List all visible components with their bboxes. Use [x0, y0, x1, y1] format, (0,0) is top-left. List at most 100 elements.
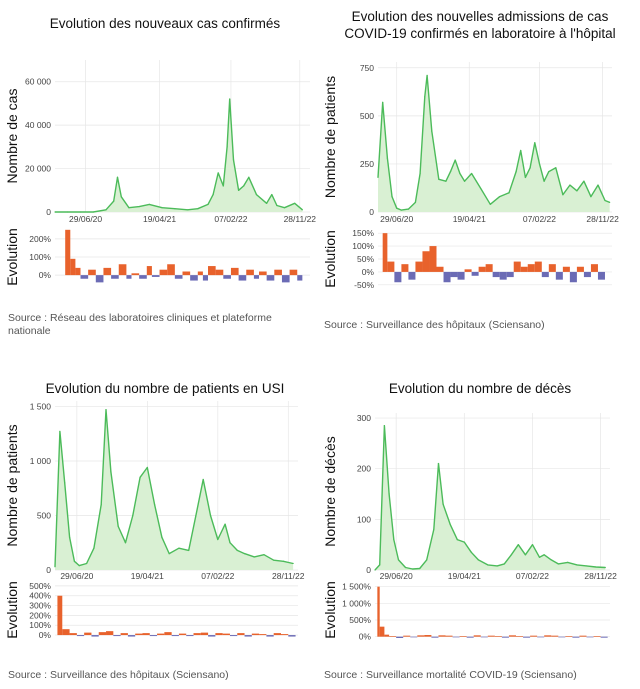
data-point	[477, 559, 479, 561]
evolution-bar	[223, 275, 231, 279]
evolution-bar	[457, 271, 465, 280]
data-point	[445, 180, 447, 182]
data-point	[391, 196, 393, 198]
y-tick-label: 0	[366, 565, 371, 575]
evolution-bar	[289, 269, 298, 276]
data-point	[419, 567, 421, 570]
evolution-bar	[384, 634, 390, 637]
data-point	[283, 207, 286, 209]
data-point	[224, 523, 226, 525]
evolution-bar	[127, 635, 136, 637]
data-point	[393, 539, 395, 541]
chart-title-icu: Evolution du nombre de patients en USI	[45, 381, 285, 396]
evolution-bar	[266, 635, 274, 637]
evolution-bar	[139, 275, 147, 279]
evolution-bar	[80, 275, 89, 279]
evolution-bar	[579, 635, 587, 637]
x-tick-label: 19/04/21	[453, 214, 486, 224]
data-point	[449, 523, 451, 526]
data-point	[263, 554, 265, 556]
evolution-bar	[84, 632, 92, 636]
data-point	[85, 562, 88, 565]
data-point	[567, 561, 569, 564]
evolution-bar	[98, 632, 107, 636]
series-area	[378, 75, 610, 212]
y-tick-label: 500	[37, 510, 51, 520]
data-point	[209, 514, 212, 517]
evolution-bar	[251, 633, 260, 636]
data-point	[433, 528, 435, 531]
evolution-bar	[202, 275, 208, 281]
data-point	[397, 559, 400, 561]
evolution-bar	[126, 275, 132, 279]
evolution-bar	[401, 264, 409, 272]
evolution-bar	[555, 271, 563, 280]
data-point	[174, 208, 176, 210]
data-point	[226, 146, 228, 148]
data-point	[489, 203, 491, 205]
data-point	[503, 563, 505, 565]
y-tick-label: 200	[357, 464, 371, 474]
evolution-bar	[452, 636, 460, 638]
data-point	[517, 544, 519, 546]
data-point	[529, 167, 531, 169]
y-tick-label: 0	[46, 565, 51, 575]
evolution-bar	[178, 633, 187, 636]
evolution-bar	[600, 636, 608, 638]
evolution-bar	[65, 229, 71, 276]
data-point	[266, 202, 268, 204]
evolution-bar	[164, 632, 172, 636]
evolution-bar	[438, 635, 446, 637]
data-point	[499, 196, 501, 198]
data-point	[132, 514, 134, 517]
evolution-bar	[62, 629, 70, 636]
data-point	[496, 565, 498, 567]
evolution-bar	[186, 635, 194, 637]
data-point	[520, 149, 522, 152]
evolution-bar	[424, 635, 432, 637]
data-point	[583, 180, 585, 182]
evo-y-tick-label: 100%	[29, 252, 51, 262]
x-tick-label: 28/11/22	[584, 571, 617, 581]
data-point	[459, 172, 461, 175]
data-point	[449, 171, 452, 173]
x-tick-label: 28/11/22	[284, 214, 317, 224]
data-point	[301, 209, 303, 211]
data-point	[120, 196, 122, 198]
evolution-bar	[597, 271, 605, 280]
evolution-bar	[494, 636, 502, 637]
evolution-axis-title: Evolution	[322, 581, 338, 639]
x-tick-label: 28/11/22	[586, 214, 619, 224]
x-tick-label: 29/06/20	[60, 571, 93, 581]
data-point	[597, 184, 599, 186]
data-point	[374, 569, 376, 571]
series-line	[54, 409, 294, 567]
data-point	[161, 536, 163, 538]
evolution-bar	[75, 267, 81, 276]
data-point	[110, 471, 112, 473]
y-tick-label: 100	[357, 514, 371, 524]
data-point	[471, 172, 473, 175]
data-point	[64, 482, 66, 484]
data-point	[515, 171, 517, 173]
evolution-bar	[238, 275, 247, 281]
data-point	[604, 199, 606, 202]
data-point	[222, 185, 224, 187]
evolution-bar	[485, 264, 493, 272]
evolution-bar	[429, 246, 437, 272]
evolution-bar	[513, 261, 521, 272]
data-point	[128, 207, 130, 209]
data-point	[487, 564, 489, 566]
data-point	[68, 536, 71, 538]
evolution-bar	[377, 586, 380, 637]
evolution-bar	[415, 261, 423, 272]
data-point	[282, 560, 285, 562]
chart-title-deaths: Evolution du nombre de décès	[388, 381, 572, 396]
data-point	[550, 559, 552, 561]
data-point	[217, 172, 219, 174]
evolution-bar	[95, 275, 104, 283]
data-point	[148, 203, 150, 205]
data-point	[524, 554, 526, 556]
data-point	[609, 201, 611, 203]
deaths-chart: 0 100 200 300 29/06/20 19/04/21 07/02/22 28/11/…	[322, 413, 617, 642]
